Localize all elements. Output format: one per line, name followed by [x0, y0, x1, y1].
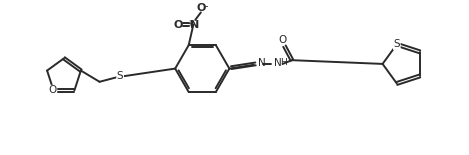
Text: H: H	[280, 58, 287, 67]
Text: O: O	[196, 3, 205, 13]
Text: N: N	[189, 20, 199, 30]
Text: N: N	[274, 58, 282, 68]
Text: O: O	[279, 35, 287, 45]
Text: S: S	[117, 71, 123, 81]
Text: O: O	[48, 85, 57, 95]
Text: +: +	[187, 19, 193, 28]
Text: S: S	[393, 39, 400, 49]
Text: N: N	[258, 58, 266, 68]
Text: -: -	[205, 1, 208, 11]
Text: O: O	[174, 20, 183, 30]
